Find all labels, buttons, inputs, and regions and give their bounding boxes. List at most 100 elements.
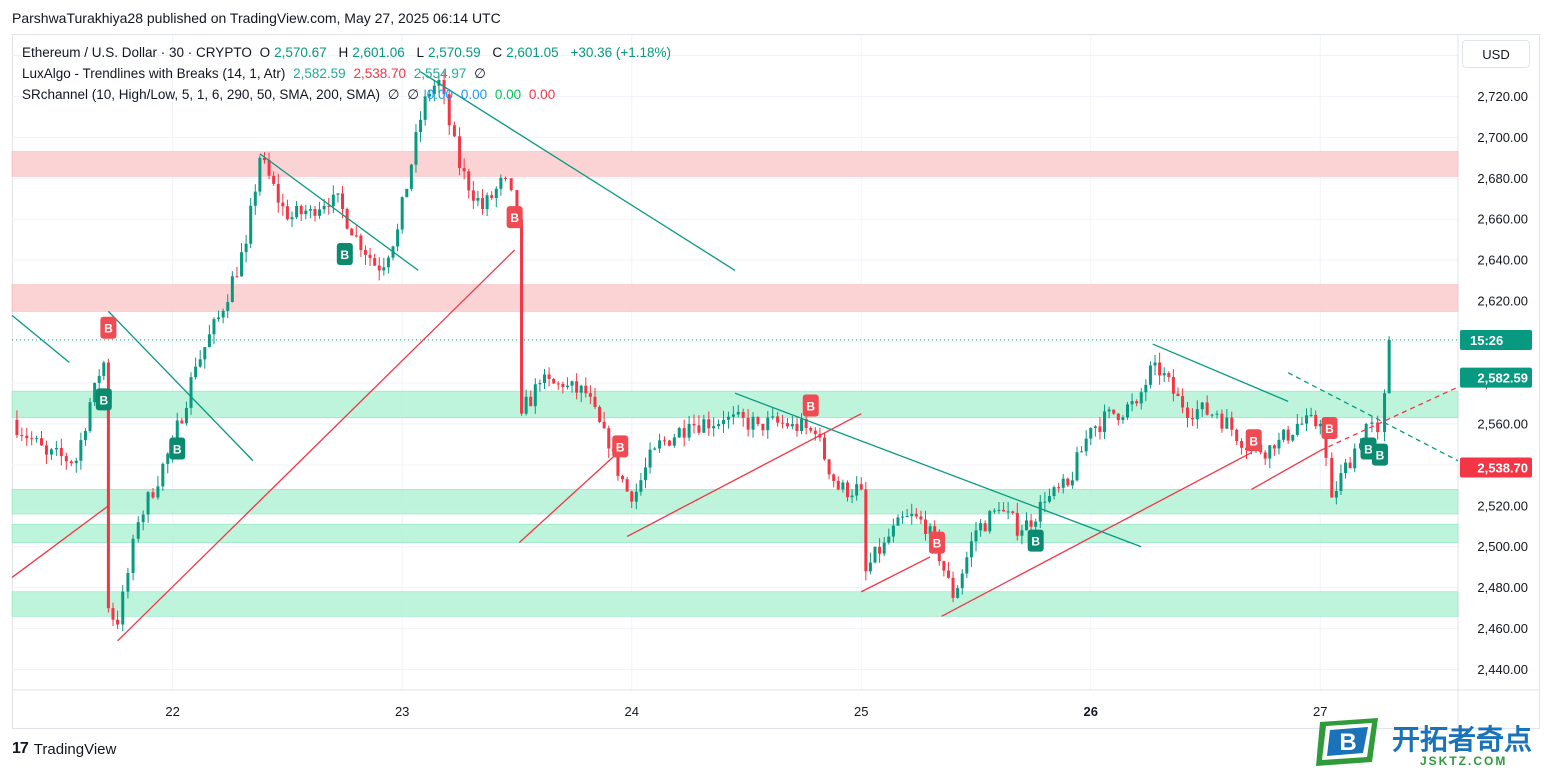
candle-body [702,419,706,433]
candle-body [1348,462,1352,469]
candle-body [64,456,68,462]
candle-body [1034,521,1038,527]
candle-body [1358,443,1362,449]
high-value: 2,601.06 [352,45,405,60]
change-value: +30.36 (+1.18%) [570,45,672,60]
bearish-break-marker: B [928,531,945,554]
candle-body [509,178,513,191]
uptrend-line [626,413,862,538]
candle-body [1235,429,1239,442]
candle-body [1089,428,1093,439]
candle-body [667,440,671,446]
candle-body [69,461,73,464]
candle-body [166,453,170,464]
watermark: B 开拓者奇点 JSKTZ.COM [1312,716,1547,770]
candle-body [1370,422,1374,424]
candle-body [499,177,503,189]
candle-body [800,419,804,431]
candle-body [643,467,647,481]
bearish-break-marker: B [612,435,629,458]
symbol-legend[interactable]: Ethereum / U.S. Dollar · 30 · CRYPTO O 2,… [22,45,675,60]
candle-body [490,195,494,199]
x-tick-label: 23 [395,704,409,719]
candle-body [207,334,211,348]
marker-badge [336,243,353,266]
indicator-legend-trendlines[interactable]: LuxAlgo - Trendlines with Breaks (14, 1,… [22,66,490,82]
candle-body [189,377,193,408]
candle-body [59,447,63,457]
currency-button[interactable]: USD [1462,40,1530,68]
candle-body [1061,478,1065,488]
candle-body [933,526,937,532]
candle-body [942,561,946,571]
uptrend-line [1320,386,1459,452]
ohlc-low: L 2,570.59 [417,45,485,60]
candle-body [44,445,48,455]
candle-body [1195,409,1199,420]
candle-body [249,205,253,244]
marker-badge [95,388,112,411]
candle-body [428,94,432,97]
candle-body [850,495,854,498]
candle-body [485,195,489,209]
indicator-legend-srchannel[interactable]: SRchannel (10, High/Low, 5, 1, 6, 290, 5… [22,87,559,103]
watermark-en: JSKTZ.COM [1420,754,1508,768]
price-marker-label: 2,582.59 [1477,371,1528,386]
candle-body [896,517,900,526]
tradingview-logo[interactable]: 17 TradingView [12,740,116,758]
candle-body [503,177,507,179]
candle-body [672,437,676,446]
candle-body [1215,413,1219,415]
candle-body [151,492,155,498]
candle-body [868,562,872,572]
candle-body [1334,490,1338,498]
uptrend-line [941,451,1252,617]
candle-body [1181,396,1185,408]
support-zone [11,523,1459,543]
candle-body [575,381,579,393]
candle-body [79,440,83,461]
high-label: H [338,45,349,60]
bullish-break-marker: B [336,243,353,266]
marker-label: B [173,442,182,456]
candle-body [1305,415,1309,424]
candle-body [965,557,969,574]
publisher-line: ParshwaTurakhiya28 published on TradingV… [12,10,501,26]
candle-body [804,419,808,428]
candle-body [1084,438,1088,452]
candle-body [432,85,436,95]
candle-body [1344,462,1348,474]
candle-body [373,258,377,266]
candle-body [766,417,770,431]
candle-body [1309,414,1313,416]
indicator-value: ∅ [474,66,486,81]
price-scale-marker: 2,538.70 [1460,457,1532,478]
candle-body [462,168,466,172]
candle-body [221,310,225,318]
bearish-break-marker: B [1321,417,1338,439]
candle-body [771,416,775,418]
candle-body [35,438,39,440]
candle-body [313,208,317,216]
candle-body [363,250,367,255]
price-scale-marker: 15:26 [1460,329,1532,350]
candle-body [919,516,923,520]
candle-body [561,383,565,388]
candle-body [979,523,983,531]
indicator-value: 2,582.59 [293,66,346,81]
candle-body [598,406,602,422]
close-label: C [492,45,503,60]
candle-body [1043,501,1047,503]
candle-body [813,430,817,435]
candle-body [524,396,528,414]
price-marker-bg [1460,367,1532,388]
candle-body [722,419,726,425]
candle-body [121,591,125,625]
candle-body [781,422,785,424]
marker-label: B [1249,434,1258,448]
candle-body [15,419,19,436]
marker-label: B [99,393,108,407]
uptrend-line [11,505,109,578]
candle-body [1139,392,1143,404]
